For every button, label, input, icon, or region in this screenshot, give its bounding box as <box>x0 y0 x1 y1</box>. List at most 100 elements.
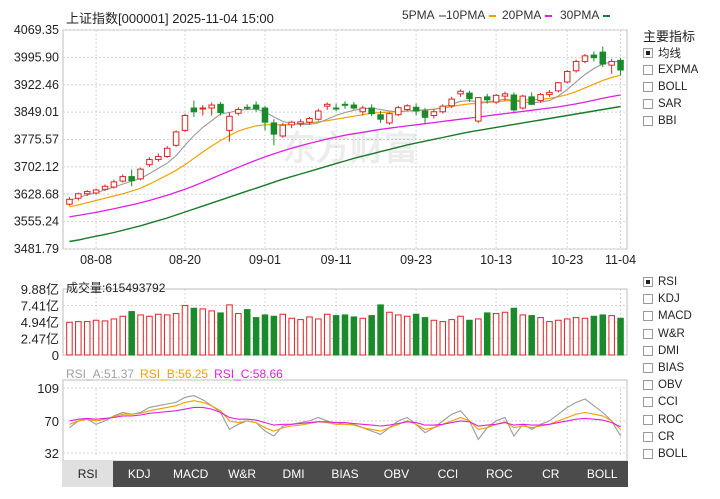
sub-indicator-wr[interactable]: W&R <box>643 327 685 341</box>
rsi-legend-item: RSI_B:56.25 <box>140 367 209 381</box>
volume-bar-up <box>315 318 322 356</box>
volume-bar-down <box>243 309 251 356</box>
candle-up <box>395 105 402 117</box>
volume-bar-up <box>163 314 171 356</box>
ma30-line <box>69 105 621 243</box>
volume-bar-up <box>146 315 153 356</box>
candle-down <box>599 46 607 68</box>
sub-indicator-macd[interactable]: MACD <box>643 309 692 323</box>
checkbox-icon[interactable] <box>643 311 653 322</box>
checkbox-icon[interactable] <box>643 65 653 75</box>
tab-cci[interactable]: CCI <box>437 467 459 481</box>
candle-up <box>492 93 500 105</box>
price-tick-label: 3555.24 <box>14 215 59 229</box>
checkbox-icon[interactable] <box>643 99 653 109</box>
checkbox-icon[interactable] <box>643 294 653 305</box>
candle-up <box>92 188 100 195</box>
indicator-tab-bar: RSI KDJ MACD W&R DMI BIAS OBV CCI ROC CR BOLL <box>62 461 628 487</box>
volume-bar-up <box>137 314 144 356</box>
tab-rsi[interactable]: RSI <box>62 461 114 487</box>
candle-body <box>350 104 358 109</box>
candle-down <box>217 102 224 116</box>
main-indicator-label: BBI <box>658 115 677 127</box>
checkbox-icon[interactable] <box>643 48 653 58</box>
volume-bar-up <box>572 317 580 356</box>
candle-down <box>590 51 598 62</box>
checkbox-icon[interactable] <box>643 116 653 126</box>
main-indicator-label: EXPMA <box>658 64 699 76</box>
candle-body <box>261 107 269 123</box>
candle-body <box>341 103 349 106</box>
checkbox-icon[interactable] <box>643 345 653 356</box>
main-indicator-boll[interactable]: BOLL <box>643 80 687 94</box>
candle-up <box>172 130 180 147</box>
volume-bar-up <box>110 318 118 356</box>
sub-indicator-boll[interactable]: BOLL <box>643 447 687 461</box>
price-tick-label: 3995.90 <box>14 50 59 64</box>
volume-label: 成交量:615493792 <box>66 281 166 295</box>
candle-body <box>172 131 180 146</box>
candle-down <box>270 119 278 146</box>
sub-indicator-bias[interactable]: BIAS <box>643 361 684 375</box>
candle-body <box>492 94 500 103</box>
checkbox-icon[interactable] <box>643 82 653 92</box>
main-indicator-sar[interactable]: SAR <box>643 97 682 111</box>
checkbox-icon[interactable] <box>643 277 653 287</box>
sub-indicator-rsi[interactable]: RSI <box>643 275 677 289</box>
volume-bar-up <box>430 319 438 356</box>
sub-indicator-kdj[interactable]: KDJ <box>643 292 680 306</box>
candle-body <box>163 147 171 157</box>
candle-body <box>403 105 411 111</box>
checkbox-icon[interactable] <box>643 431 653 442</box>
tab-macd[interactable]: MACD <box>172 467 209 481</box>
sub-indicator-roc[interactable]: ROC <box>643 413 684 427</box>
ma-legend-label: 30PMA <box>560 8 600 22</box>
tab-kdj[interactable]: KDJ <box>127 467 151 481</box>
tab-bias[interactable]: BIAS <box>331 467 359 481</box>
checkbox-icon[interactable] <box>643 449 653 459</box>
volume-bar-up <box>181 305 189 356</box>
sub-indicator-cr[interactable]: CR <box>643 430 675 444</box>
checkbox-icon[interactable] <box>643 414 653 425</box>
checkbox-icon[interactable] <box>643 380 653 391</box>
candle-body <box>555 82 562 92</box>
main-indicator-0[interactable]: 均线 <box>643 46 681 60</box>
ma-legend-label: 20PMA <box>502 8 542 22</box>
checkbox-icon[interactable] <box>643 397 653 408</box>
candle-body <box>581 55 589 62</box>
volume-bar-up <box>92 319 100 356</box>
candle-body <box>190 107 198 113</box>
candle-up <box>155 153 162 162</box>
volume-bar-down <box>590 315 598 356</box>
candle-body <box>386 113 393 124</box>
candle-body <box>457 90 464 95</box>
tab-obv[interactable]: OBV <box>383 467 410 481</box>
tab-boll[interactable]: BOLL <box>586 467 618 481</box>
candle-up <box>315 108 322 121</box>
checkbox-icon[interactable] <box>643 328 653 339</box>
sub-indicator-cci[interactable]: CCI <box>643 395 678 409</box>
volume-bar-down <box>377 304 384 356</box>
candle-body <box>181 114 189 131</box>
tab-roc[interactable]: ROC <box>486 467 513 481</box>
sub-indicator-obv[interactable]: OBV <box>643 378 682 392</box>
rsi-line-rsi-a <box>69 395 622 441</box>
candle-up <box>386 112 393 125</box>
main-indicator-bbi[interactable]: BBI <box>643 114 677 128</box>
candle-up <box>448 96 455 109</box>
rsi-legend-item: RSI_C:58.66 <box>214 367 283 381</box>
tab-dmi[interactable]: DMI <box>282 467 305 481</box>
tab-wr[interactable]: W&R <box>228 467 257 481</box>
tab-cr[interactable]: CR <box>542 467 560 481</box>
ma-legend-swatch <box>603 14 611 17</box>
candle-up <box>137 167 144 181</box>
candle-body <box>226 115 233 131</box>
candle-up <box>279 122 287 138</box>
candle-body <box>66 198 73 205</box>
rsi-tick-label: 32 <box>45 446 59 461</box>
date-tick-label: 11-04 <box>605 253 636 267</box>
sub-indicator-dmi[interactable]: DMI <box>643 344 679 358</box>
checkbox-icon[interactable] <box>643 363 653 373</box>
main-indicator-expma[interactable]: EXPMA <box>643 63 698 77</box>
candle-up <box>288 120 295 129</box>
